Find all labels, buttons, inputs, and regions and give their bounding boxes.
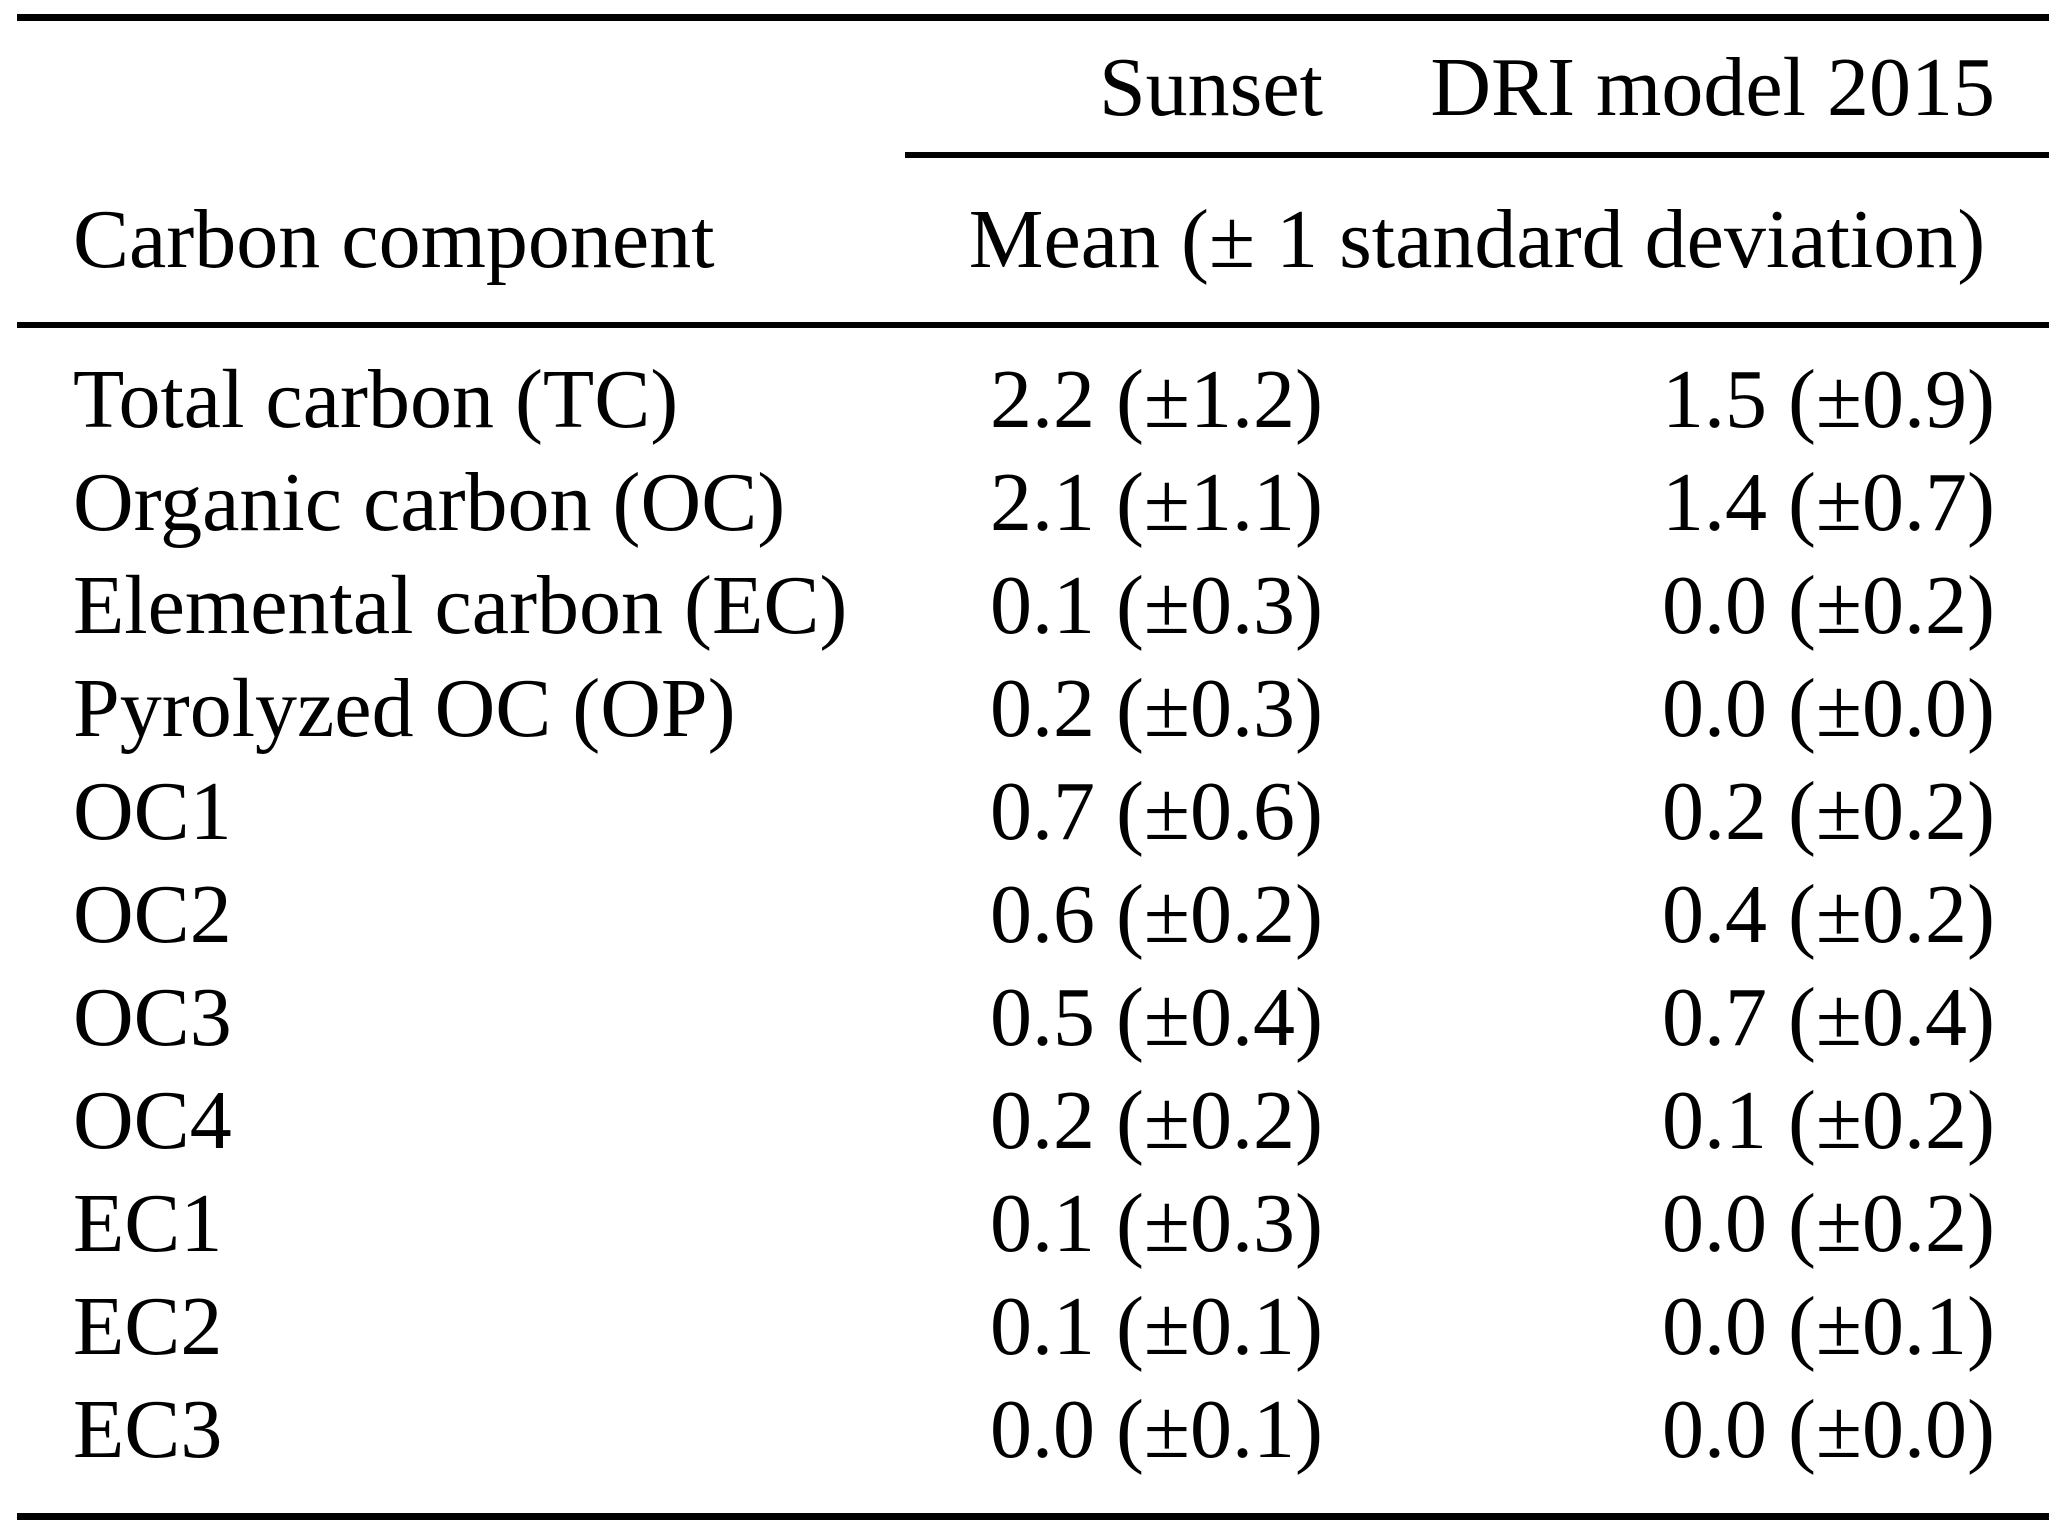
dri-value: 0.0 (±0.1) (1661, 1280, 1995, 1373)
component-label: EC3 (73, 1383, 223, 1476)
component-label: EC2 (73, 1280, 223, 1373)
table-row: Organic carbon (OC) 2.1 (±1.1) 1.4 (±0.7… (17, 451, 2049, 554)
sunset-value: 0.2 (±0.2) (989, 1074, 1323, 1167)
table-row: Total carbon (TC) 2.2 (±1.2) 1.5 (±0.9) (17, 328, 2049, 451)
sunset-value: 0.2 (±0.3) (989, 662, 1323, 755)
table-row: EC1 0.1 (±0.3) 0.0 (±0.2) (17, 1172, 2049, 1275)
component-label: Elemental carbon (EC) (73, 559, 848, 652)
component-label: OC4 (73, 1074, 232, 1167)
component-label: Pyrolyzed OC (OP) (73, 662, 736, 755)
dri-value: 0.4 (±0.2) (1661, 868, 1995, 961)
table-row: EC3 0.0 (±0.1) 0.0 (±0.0) (17, 1378, 2049, 1513)
dri-value: 0.0 (±0.0) (1661, 662, 1995, 755)
column-header-dri-model-2015: DRI model 2015 (1329, 21, 2049, 158)
dri-value: 0.2 (±0.2) (1661, 765, 1995, 858)
dri-value: 1.5 (±0.9) (1661, 353, 1995, 446)
sunset-value: 0.1 (±0.3) (989, 1177, 1323, 1270)
carbon-components-table: Sunset DRI model 2015 Carbon component M… (17, 14, 2049, 1520)
component-label: EC1 (73, 1177, 223, 1270)
sunset-value: 0.1 (±0.1) (989, 1280, 1323, 1373)
component-label: OC2 (73, 868, 232, 961)
dri-value: 0.0 (±0.2) (1661, 1177, 1995, 1270)
dri-value: 1.4 (±0.7) (1661, 456, 1995, 549)
sub-header-row: Carbon component Mean (± 1 standard devi… (17, 158, 2049, 328)
table-row: Pyrolyzed OC (OP) 0.2 (±0.3) 0.0 (±0.0) (17, 657, 2049, 760)
table-row: Elemental carbon (EC) 0.1 (±0.3) 0.0 (±0… (17, 554, 2049, 657)
table-row: OC3 0.5 (±0.4) 0.7 (±0.4) (17, 966, 2049, 1069)
component-label: OC3 (73, 971, 232, 1064)
sunset-value: 0.7 (±0.6) (989, 765, 1323, 858)
sunset-value: 2.1 (±1.1) (989, 456, 1323, 549)
dri-value: 0.0 (±0.2) (1661, 559, 1995, 652)
span-header-mean-sd: Mean (± 1 standard deviation) (905, 158, 2049, 328)
column-group-header-row: Sunset DRI model 2015 (17, 21, 2049, 158)
sunset-value: 0.6 (±0.2) (989, 868, 1323, 961)
component-label: Organic carbon (OC) (73, 456, 786, 549)
component-label: OC1 (73, 765, 232, 858)
sunset-value: 0.1 (±0.3) (989, 559, 1323, 652)
dri-value: 0.7 (±0.4) (1661, 971, 1995, 1064)
table-row: OC2 0.6 (±0.2) 0.4 (±0.2) (17, 863, 2049, 966)
table-row: OC1 0.7 (±0.6) 0.2 (±0.2) (17, 760, 2049, 863)
empty-corner-cell (17, 21, 905, 158)
sunset-value: 0.0 (±0.1) (989, 1383, 1323, 1476)
row-header-carbon-component: Carbon component (17, 158, 905, 328)
component-label: Total carbon (TC) (73, 353, 679, 446)
sunset-value: 0.5 (±0.4) (989, 971, 1323, 1064)
table-row: OC4 0.2 (±0.2) 0.1 (±0.2) (17, 1069, 2049, 1172)
dri-value: 0.0 (±0.0) (1661, 1383, 1995, 1476)
sunset-value: 2.2 (±1.2) (989, 353, 1323, 446)
dri-value: 0.1 (±0.2) (1661, 1074, 1995, 1167)
column-header-sunset: Sunset (905, 21, 1329, 158)
table-row: EC2 0.1 (±0.1) 0.0 (±0.1) (17, 1275, 2049, 1378)
